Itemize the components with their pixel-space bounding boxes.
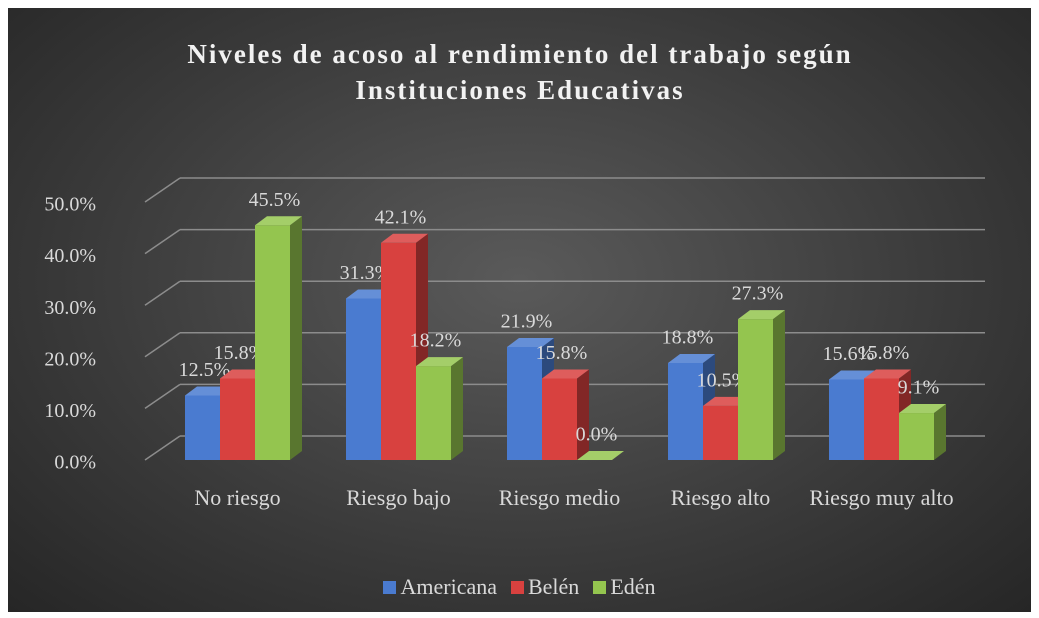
grid-line [144, 332, 181, 358]
y-tick-label: 40.0% [44, 245, 96, 267]
data-label: 15.8% [858, 342, 910, 364]
bar [668, 362, 703, 460]
y-tick-label: 50.0% [44, 194, 96, 216]
bar [381, 242, 416, 460]
x-tick-label: Riesgo medio [498, 485, 621, 510]
grid-line [144, 228, 181, 255]
bar-top [507, 337, 554, 347]
data-label: 21.9% [501, 311, 553, 333]
legend-item: Americana [383, 574, 497, 600]
legend-swatch [510, 580, 524, 594]
x-tick-label: Riesgo muy alto [809, 485, 954, 510]
bar [703, 405, 738, 460]
bar [864, 378, 899, 460]
bar [507, 346, 542, 460]
data-label: 15.6% [823, 343, 875, 365]
x-tick-label: No riesgo [194, 485, 281, 510]
legend-label: Americana [400, 574, 497, 599]
bar-side [934, 404, 946, 460]
data-label: 9.1% [898, 377, 940, 399]
data-label: 31.3% [340, 262, 392, 284]
bar [738, 319, 773, 460]
bar [542, 378, 577, 460]
legend-label: Edén [610, 574, 656, 599]
bar-group [416, 357, 463, 460]
data-label: 42.1% [375, 206, 427, 228]
legend-item: Belén [510, 574, 580, 600]
legend-item: Edén [593, 574, 656, 600]
bar-top [864, 369, 911, 379]
bar [899, 413, 934, 460]
grid-line [144, 383, 181, 410]
chart-title: Niveles de acoso al rendimiento del trab… [187, 39, 853, 105]
bar-group [899, 404, 946, 460]
bar-side [773, 310, 785, 460]
bar-side [290, 216, 302, 460]
bar-top [899, 404, 946, 414]
x-tick-label: Riesgo alto [670, 485, 771, 510]
bar-top [577, 451, 624, 460]
legend-swatch [593, 580, 607, 594]
bar-top [829, 370, 876, 380]
data-label: 15.8% [536, 342, 588, 364]
data-label: 15.8% [214, 342, 266, 364]
legend: Americana Belén Edén [0, 574, 1039, 600]
grid-line [144, 280, 181, 306]
bar-top [668, 353, 715, 363]
bar [346, 298, 381, 460]
bar-top [255, 216, 302, 226]
bar [220, 378, 255, 460]
grid-line [144, 435, 181, 461]
x-tick-label: Riesgo bajo [346, 485, 451, 510]
bar-group [577, 451, 624, 460]
legend-swatch [383, 580, 397, 594]
bar-group [542, 369, 589, 460]
data-label: 18.8% [662, 327, 714, 349]
y-tick-label: 0.0% [54, 452, 96, 474]
bar-group [738, 310, 785, 460]
data-label: 12.5% [179, 359, 231, 381]
bar-side [577, 369, 589, 460]
bar-top [738, 310, 785, 320]
data-label: 18.2% [410, 330, 462, 352]
bar-top [381, 233, 428, 243]
legend-label: Belén [527, 574, 580, 599]
bar-group [255, 216, 302, 460]
data-label: 45.5% [249, 189, 301, 211]
y-tick-label: 20.0% [44, 348, 96, 370]
data-label: 0.0% [576, 424, 618, 446]
grid-line [144, 177, 181, 203]
bar-top [542, 369, 589, 379]
y-tick-label: 10.0% [44, 400, 96, 422]
bar-top [416, 357, 463, 367]
chart-background [8, 8, 1031, 612]
bar [185, 395, 220, 460]
bar [416, 366, 451, 460]
data-label: 27.3% [732, 283, 784, 305]
data-label: 10.5% [697, 369, 749, 391]
bar-side [451, 357, 463, 460]
bar [829, 379, 864, 460]
y-tick-label: 30.0% [44, 297, 96, 319]
bar [255, 225, 290, 460]
